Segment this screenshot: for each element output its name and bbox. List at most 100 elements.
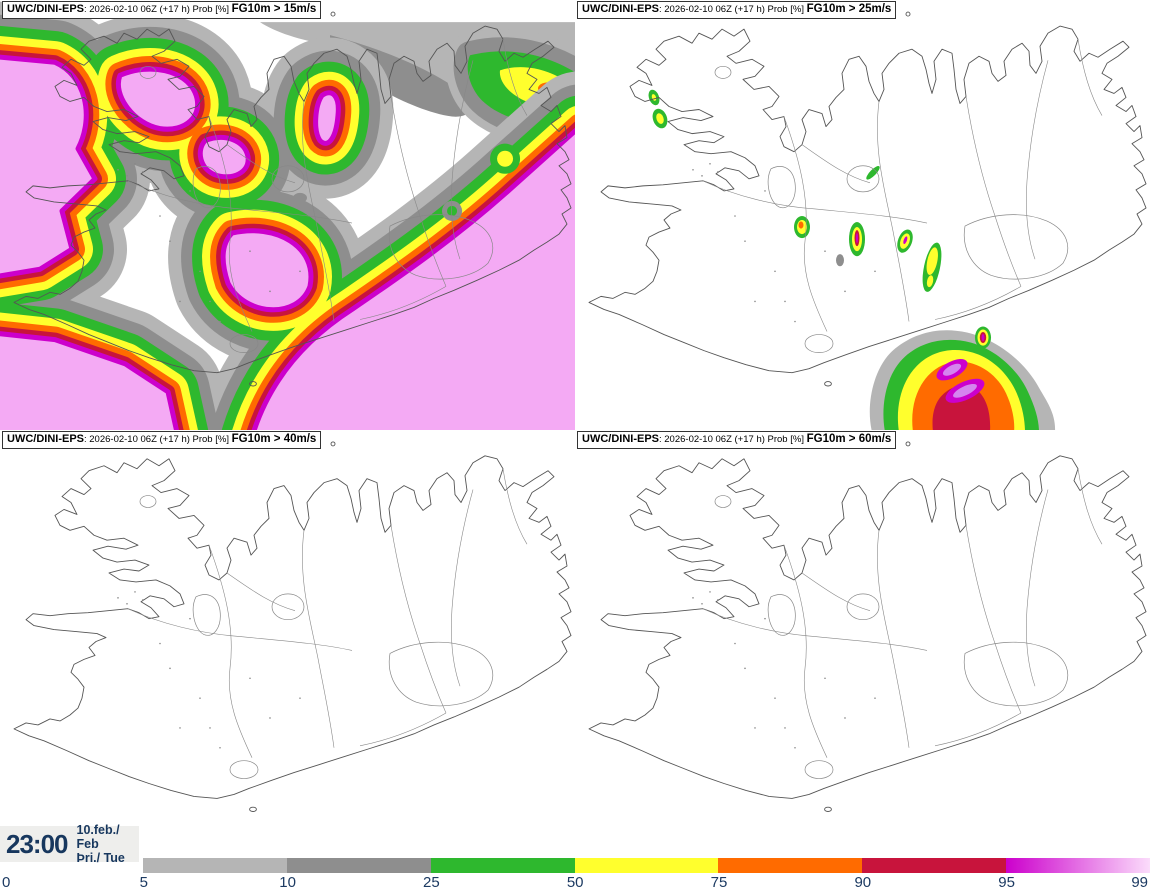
model-name: UWC/DINI-EPS: [582, 3, 659, 15]
valid-day-line: Þri./ Tue: [76, 851, 125, 865]
panel-fg10m-40ms: UWC/DINI-EPS: 2026-02-10 06Z (+17 h) Pro…: [0, 430, 575, 855]
inner-boundary-line: [502, 39, 528, 116]
segment-75-90: [718, 858, 863, 873]
inner-boundary-line: [127, 180, 353, 224]
coastline-layer: [588, 11, 1147, 387]
inner-boundary-line: [208, 545, 253, 758]
inner-boundary-line: [226, 572, 296, 612]
model-name: UWC/DINI-EPS: [582, 433, 659, 445]
segment-10-25: [286, 858, 431, 873]
inner-boundary-line: [450, 60, 474, 260]
inner-boundary-line: [1025, 60, 1049, 260]
inner-boundary-line: [390, 525, 447, 714]
glacier-outline: [192, 594, 221, 636]
iceland-map-svg: [13, 441, 572, 812]
coastline-path: [13, 455, 572, 799]
inner-boundary-line: [702, 180, 928, 224]
glacier-outline: [388, 214, 493, 280]
vestmannaeyjar-island: [249, 806, 257, 812]
tick-25: 25: [423, 874, 440, 891]
coastline-path: [13, 25, 572, 374]
inner-boundary-line: [302, 530, 335, 748]
prob-field-25ms: [648, 89, 1055, 430]
coastline-layer: [588, 441, 1147, 812]
iceland-map-svg: [588, 441, 1147, 812]
tick-10: 10: [279, 874, 296, 891]
tick-0: 0: [2, 874, 11, 891]
glacier-outline: [139, 495, 157, 508]
panel-fg10m-60ms: UWC/DINI-EPS: 2026-02-10 06Z (+17 h) Pro…: [575, 430, 1150, 855]
map-iceland-prob-60ms: [575, 430, 1150, 855]
parameter-label: FG10m > 60m/s: [806, 433, 892, 445]
coastline-layer: [13, 11, 572, 387]
inner-boundary-line: [965, 525, 1022, 714]
grimsey-island: [905, 11, 911, 17]
inner-boundary-line: [502, 468, 528, 545]
model-name: UWC/DINI-EPS: [7, 433, 84, 445]
glacier-outline: [388, 641, 493, 707]
glacier-outline: [229, 760, 259, 779]
coastline-path: [588, 25, 1147, 374]
vestmannaeyjar-island: [824, 806, 832, 812]
glacier-outline: [804, 334, 834, 353]
glacier-outline: [229, 334, 259, 353]
map-iceland-prob-40ms: [0, 430, 575, 855]
glacier-outline: [846, 165, 880, 193]
panel-title-25ms: UWC/DINI-EPS: 2026-02-10 06Z (+17 h) Pro…: [577, 1, 897, 19]
inner-boundary-line: [801, 572, 871, 612]
inner-boundary-line: [934, 712, 1022, 747]
glacier-outline: [714, 65, 732, 79]
panel-title-60ms: UWC/DINI-EPS: 2026-02-10 06Z (+17 h) Pro…: [577, 431, 897, 449]
valid-date-line: 10.feb./ Feb: [76, 823, 120, 851]
inner-boundary-line: [783, 545, 828, 758]
colorbar-segments: [143, 858, 1150, 873]
glacier-outline: [963, 214, 1068, 280]
parameter-label: FG10m > 25m/s: [806, 3, 892, 15]
map-iceland-prob-25ms: [575, 0, 1150, 430]
glacier-outline: [271, 593, 305, 621]
probability-colorbar: 0 5 10 25 50 75 90 95 99: [0, 855, 1150, 891]
tick-90: 90: [854, 874, 872, 891]
inner-boundary-line: [390, 96, 447, 287]
inner-boundary-line: [450, 489, 474, 687]
inner-boundary-line: [801, 144, 871, 184]
inner-boundary-line: [877, 530, 910, 748]
run-info: : 2026-02-10 06Z (+17 h) Prob [%]: [84, 434, 232, 445]
glacier-outline: [767, 166, 796, 209]
map-iceland-prob-15ms: [0, 0, 575, 430]
tick-5: 5: [139, 874, 148, 891]
grimsey-island: [330, 441, 336, 447]
segment-50-75: [574, 858, 719, 873]
panel-fg10m-15ms: UWC/DINI-EPS: 2026-02-10 06Z (+17 h) Pro…: [0, 0, 575, 430]
glacier-outline: [804, 760, 834, 779]
tick-75: 75: [710, 874, 728, 891]
inner-boundary-line: [359, 712, 447, 747]
inner-boundary-line: [302, 101, 335, 322]
inner-boundary-line: [783, 116, 828, 332]
vestmannaeyjar-island: [249, 381, 257, 387]
inner-boundary-line: [127, 608, 353, 651]
parameter-label: FG10m > 40m/s: [231, 433, 317, 445]
iceland-map-svg: [0, 1, 575, 430]
colorbar-ticks: 0 5 10 25 50 75 90 95 99: [0, 874, 1150, 891]
inner-boundary-line: [226, 144, 296, 184]
glacier-outline: [767, 594, 796, 636]
segment-90-95: [862, 858, 1007, 873]
tick-95: 95: [998, 874, 1015, 891]
iceland-map-svg: [588, 11, 1147, 430]
inner-boundary-line: [1025, 489, 1049, 687]
valid-date: 10.feb./ Feb Þri./ Tue: [77, 823, 140, 865]
coastline-path: [588, 455, 1147, 799]
glacier-outline: [714, 495, 732, 508]
glacier-outline: [846, 593, 880, 621]
glacier-outline: [139, 65, 157, 79]
segment-5-10: [143, 858, 287, 873]
vestmannaeyjar-island: [824, 381, 832, 387]
prob-field-15ms: [0, 1, 575, 430]
inner-boundary-line: [1077, 39, 1103, 116]
panel-title-40ms: UWC/DINI-EPS: 2026-02-10 06Z (+17 h) Pro…: [2, 431, 322, 449]
tick-99: 99: [1131, 874, 1148, 891]
run-info: : 2026-02-10 06Z (+17 h) Prob [%]: [659, 434, 807, 445]
tick-50: 50: [566, 874, 584, 891]
